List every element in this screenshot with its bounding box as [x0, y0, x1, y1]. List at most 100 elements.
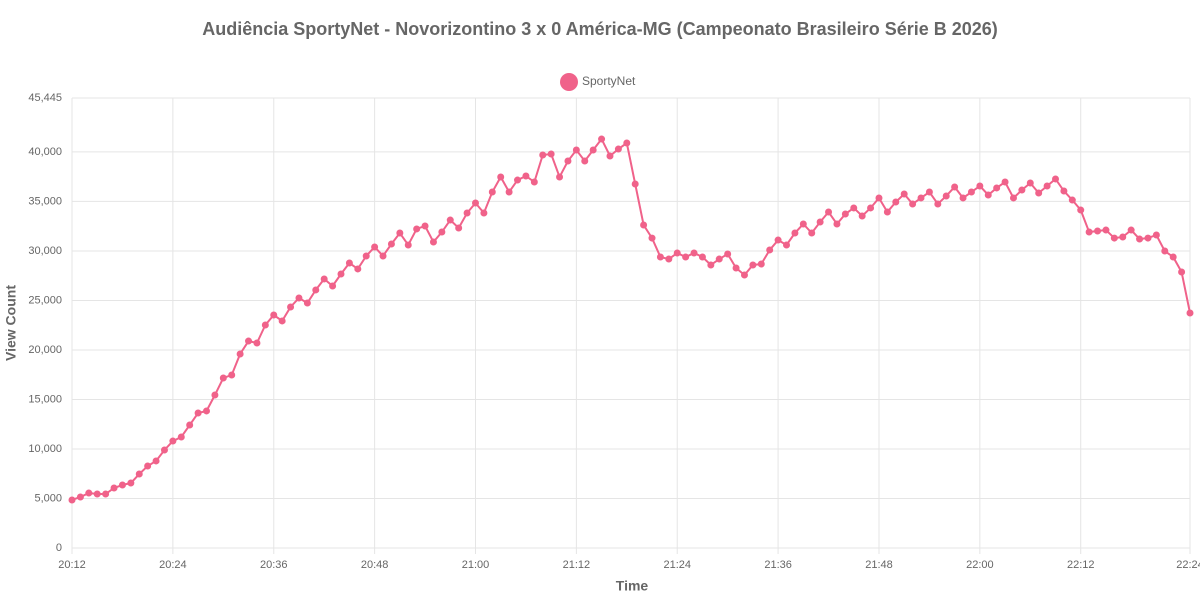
point [900, 190, 908, 198]
point [648, 234, 656, 242]
point [488, 188, 496, 196]
point [253, 339, 261, 347]
point [522, 172, 530, 180]
point [404, 241, 412, 249]
point [514, 176, 522, 184]
point [942, 192, 950, 200]
point [320, 275, 328, 283]
point [76, 493, 84, 501]
x-axis-label: Time [616, 578, 649, 594]
point [724, 250, 732, 258]
y-tick-label: 0 [56, 542, 62, 554]
point [925, 188, 933, 196]
point [228, 371, 236, 379]
legend-label: SportyNet [582, 74, 636, 88]
point [421, 222, 429, 230]
point [1186, 309, 1194, 317]
y-tick-label: 45,445 [28, 92, 62, 104]
point [816, 218, 824, 226]
point [993, 184, 1001, 192]
point [757, 260, 765, 268]
point [1119, 233, 1127, 241]
point [480, 209, 488, 217]
point [413, 225, 421, 233]
point [547, 150, 555, 158]
point [1068, 196, 1076, 204]
point [1060, 187, 1068, 195]
point [707, 261, 715, 269]
point [984, 191, 992, 199]
point [1169, 253, 1177, 261]
point [1127, 226, 1135, 234]
point [93, 490, 101, 498]
x-tick-label: 21:36 [764, 559, 792, 571]
point [1018, 186, 1026, 194]
point [841, 210, 849, 218]
point [799, 220, 807, 228]
x-tick-label: 22:12 [1067, 559, 1095, 571]
point [749, 261, 757, 269]
point [345, 259, 353, 267]
point [354, 265, 362, 273]
y-tick-label: 10,000 [28, 443, 62, 455]
point [631, 180, 639, 188]
x-tick-label: 20:48 [361, 559, 389, 571]
point [236, 350, 244, 358]
point [656, 253, 664, 261]
point [951, 183, 959, 191]
point [1161, 247, 1169, 255]
point [152, 457, 160, 465]
point [665, 255, 673, 263]
point [177, 433, 185, 441]
point [102, 490, 110, 498]
point [446, 216, 454, 224]
point [698, 253, 706, 261]
point [581, 157, 589, 165]
point [160, 446, 168, 454]
point [85, 489, 93, 497]
point [967, 188, 975, 196]
point [883, 208, 891, 216]
point [783, 241, 791, 249]
point [892, 198, 900, 206]
point [1152, 231, 1160, 239]
point [875, 194, 883, 202]
point [774, 236, 782, 244]
point [976, 182, 984, 190]
point [530, 178, 538, 186]
point [564, 157, 572, 165]
point [118, 481, 126, 489]
y-tick-label: 5,000 [34, 492, 62, 504]
point [186, 421, 194, 429]
point [127, 479, 135, 487]
point [329, 282, 337, 290]
y-tick-label: 20,000 [28, 344, 62, 356]
point [362, 252, 370, 260]
point [463, 209, 471, 217]
point [202, 407, 210, 415]
point [371, 243, 379, 251]
point [682, 253, 690, 261]
x-tick-label: 22:00 [966, 559, 994, 571]
point [387, 240, 395, 248]
point [1035, 189, 1043, 197]
point [169, 437, 177, 445]
point [1052, 175, 1060, 183]
x-tick-label: 21:12 [563, 559, 591, 571]
point [455, 224, 463, 232]
point [219, 374, 227, 382]
point [858, 212, 866, 220]
y-tick-label: 40,000 [28, 146, 62, 158]
point [1102, 226, 1110, 234]
point [110, 484, 118, 492]
x-tick-label: 21:48 [865, 559, 893, 571]
point [1085, 228, 1093, 236]
point [1009, 194, 1017, 202]
point [1043, 182, 1051, 190]
point [572, 146, 580, 154]
point [598, 135, 606, 143]
x-tick-label: 20:36 [260, 559, 288, 571]
point [295, 294, 303, 302]
point [303, 299, 311, 307]
point [396, 229, 404, 237]
